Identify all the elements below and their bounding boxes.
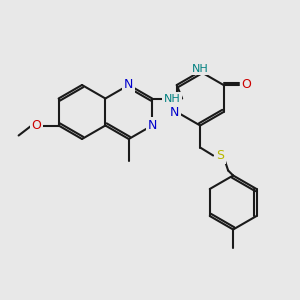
Text: NH: NH [192, 64, 208, 74]
Text: NH: NH [164, 94, 181, 103]
Text: N: N [170, 106, 179, 118]
Text: N: N [148, 119, 157, 132]
Text: O: O [242, 79, 251, 92]
Text: O: O [32, 119, 42, 132]
Text: S: S [216, 149, 224, 162]
Text: N: N [124, 79, 134, 92]
